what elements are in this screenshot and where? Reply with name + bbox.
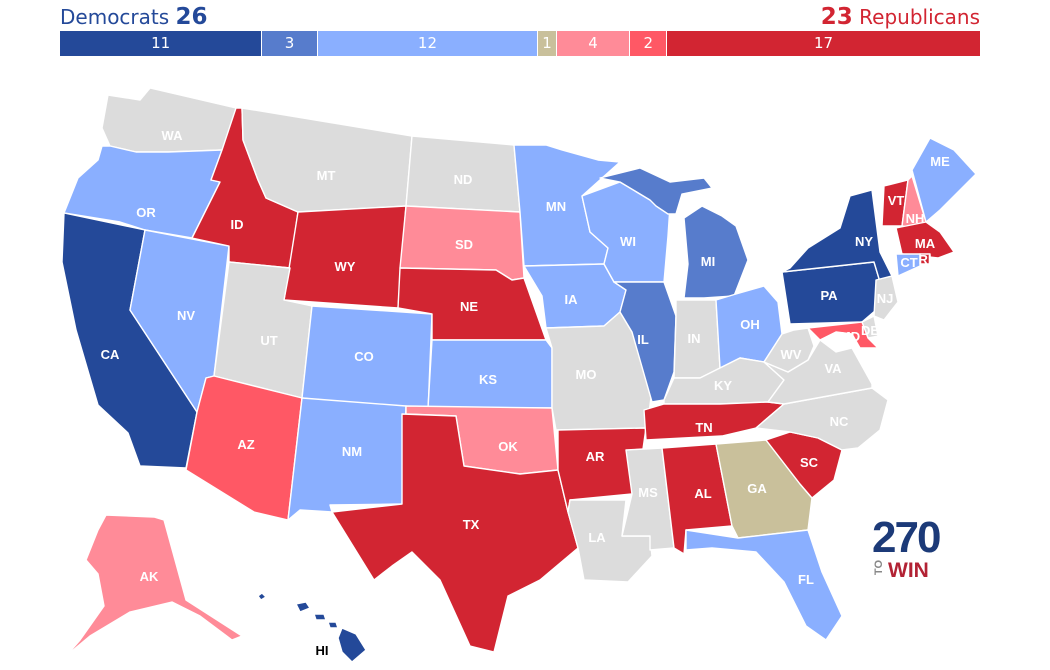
state-label-ar: AR [586,449,605,464]
state-label-va: VA [824,361,842,376]
democrats-label: Democrats [60,5,170,29]
seat-segment-safe-d: 11 [60,31,263,56]
state-label-ks: KS [479,372,497,387]
state-label-la: LA [588,530,606,545]
republicans-header: 23 Republicans [821,4,980,30]
state-label-mi: MI [701,254,715,269]
state-label-ky: KY [714,378,732,393]
state-nj[interactable] [873,275,899,321]
state-label-wi: WI [620,234,636,249]
republicans-label: Republicans [859,5,980,29]
state-label-nv: NV [177,308,195,323]
state-label-wv: WV [781,347,802,362]
state-label-ak: AK [140,569,159,584]
state-la[interactable] [567,499,653,583]
democrats-count: 26 [175,4,208,30]
270towin-logo: 270 TO WIN [872,516,944,582]
state-label-nh: NH [906,211,925,226]
state-mi[interactable] [599,167,749,299]
state-label-or: OR [136,205,156,220]
state-label-al: AL [694,486,711,501]
state-label-nj: NJ [877,291,894,306]
state-label-ct: CT [900,255,917,270]
state-wv[interactable] [763,327,815,373]
state-label-ms: MS [638,485,658,500]
state-label-de: DE [861,323,879,338]
republicans-count: 23 [820,4,853,30]
state-label-ia: IA [565,292,579,307]
state-label-ut: UT [260,333,277,348]
state-label-oh: OH [740,317,760,332]
state-label-me: ME [930,154,950,169]
state-label-vt: VT [888,193,905,208]
state-ny[interactable] [781,189,893,283]
seat-segment-leans-r: 4 [556,31,631,56]
state-label-il: IL [637,332,649,347]
state-label-ok: OK [498,439,518,454]
state-label-nd: ND [454,172,473,187]
state-label-hi: HI [316,643,329,658]
state-label-tx: TX [463,517,480,532]
state-md[interactable] [807,321,879,349]
state-label-ca: CA [101,347,120,362]
seat-segment-likely-d: 3 [262,31,318,56]
logo-number: 270 [872,513,941,562]
state-label-nc: NC [830,414,849,429]
state-label-md: MD [840,329,860,344]
democrats-header: Democrats 26 [60,4,208,30]
state-label-wy: WY [335,259,356,274]
state-label-fl: FL [798,572,814,587]
state-hi[interactable] [257,592,367,663]
seat-segment-safe-r: 17 [667,31,980,56]
state-wa[interactable] [101,87,237,159]
seat-balance-bar: 11 3 12 1 4 2 17 [60,31,980,56]
state-label-sd: SD [455,237,473,252]
state-label-mn: MN [546,199,566,214]
seat-segment-tossup: 1 [538,31,557,56]
state-il[interactable] [613,281,677,403]
state-label-mo: MO [576,367,597,382]
state-ak[interactable] [65,514,243,657]
seat-segment-leans-d: 12 [317,31,539,56]
state-label-wa: WA [162,128,184,143]
state-label-pa: PA [820,288,838,303]
state-label-ga: GA [747,481,767,496]
state-label-mt: MT [317,168,336,183]
state-label-ne: NE [460,299,478,314]
state-tx[interactable] [331,413,579,653]
state-label-tn: TN [695,420,712,435]
state-label-az: AZ [237,437,254,452]
state-tn[interactable] [643,401,785,441]
seat-segment-likely-r: 2 [630,31,668,56]
state-label-in: IN [688,331,701,346]
state-label-sc: SC [800,455,819,470]
logo-win: WIN [888,559,929,582]
state-mt[interactable] [241,107,413,213]
state-fl[interactable] [685,529,843,641]
state-label-ri: RI [919,252,932,267]
state-label-ny: NY [855,234,873,249]
state-ct[interactable] [895,253,921,277]
state-label-nm: NM [342,444,362,459]
logo-to: TO [873,560,885,576]
state-label-co: CO [354,349,374,364]
state-wy[interactable] [283,205,407,309]
state-nm[interactable] [287,397,407,521]
state-label-id: ID [231,217,244,232]
state-label-ma: MA [915,236,936,251]
